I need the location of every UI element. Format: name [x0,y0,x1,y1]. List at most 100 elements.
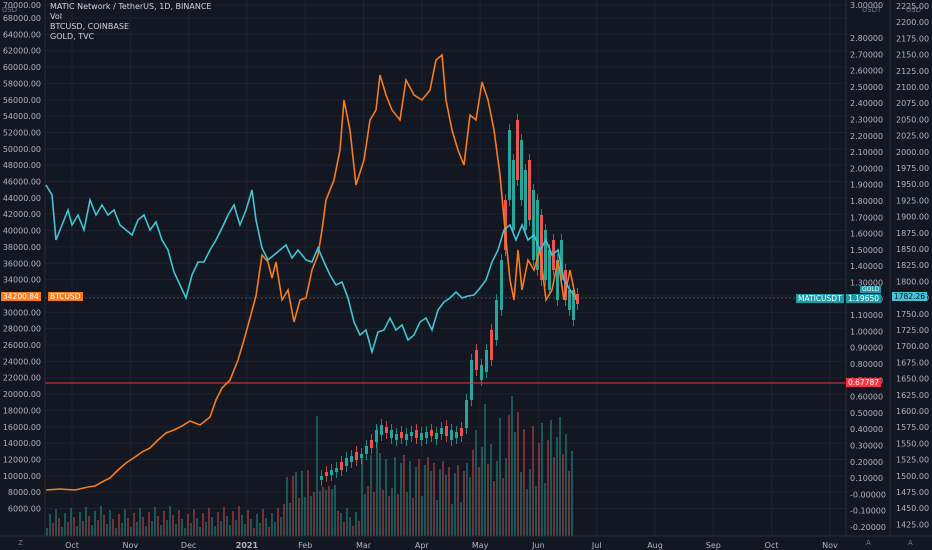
volume-bar [178,510,180,536]
candle-body [572,290,575,320]
candle-body [512,160,515,230]
volume-bar [379,453,381,536]
volume-bar [208,508,210,536]
time-tick-label: Mar [356,541,372,550]
candle-body [528,160,531,220]
left-tick-label: 64000.00 [3,30,41,39]
candle [420,427,423,446]
volume-bar [382,490,384,536]
mid-tick-label: -0.10000 [850,507,886,516]
mid-tick-label: 2.00000 [850,164,883,173]
volume-bar [253,528,255,536]
volume-bar [79,512,81,536]
time-tick-label: Aug [647,541,663,550]
volume-bar [391,488,393,536]
auto-scale-mid-icon[interactable]: A [866,539,871,547]
right-price-axis[interactable]: 2225.00 2200.00 2175.00 2150.00 2125.00 2100.… [896,2,929,529]
legend-vol[interactable]: Vol [50,12,62,21]
btc-name-tag: BTCUSD [48,292,83,301]
matic-name-tag: MATICUSDT [796,294,844,303]
right-tick-label: 1850.00 [896,245,929,254]
mid-tick-label: 1.60000 [850,230,883,239]
right-tick-label: 1450.00 [896,504,929,513]
candle-body [415,430,418,438]
candle [480,359,483,386]
volume-bar [289,503,291,536]
mid-tick-label: 2.20000 [850,132,883,141]
volume-bar [193,509,195,536]
volume-bar [505,458,507,536]
volume-bar [433,463,435,536]
volume-bar [151,521,153,536]
candle-body [524,170,527,230]
volume-bar [124,509,126,536]
volume-bar [454,473,456,536]
candle [576,288,579,310]
volume-bar [163,511,165,536]
legend-btc[interactable]: BTCUSD, COINBASE [50,22,129,31]
volume-bar [262,509,264,536]
volume-bar [442,461,444,536]
candle-body [320,476,323,480]
left-tick-label: 56000.00 [3,96,41,105]
left-tick-label: 16000.00 [3,423,41,432]
candle [385,421,388,439]
btc-line [45,53,577,491]
right-tick-label: 2050.00 [896,115,929,124]
candle-body [460,428,463,436]
volume-bar [556,437,558,536]
volume-bar [439,469,441,536]
volume-bar [220,521,222,536]
mid-tick-label: 0.40000 [850,425,883,434]
volume-bar [463,471,465,536]
candle [445,420,448,442]
mid-tick-label: 2.60000 [850,67,883,76]
candle [355,446,358,466]
volume-bar [457,465,459,536]
candle-body [495,300,498,340]
volume-bar [487,464,489,536]
volume-bar [370,455,372,536]
legend-gold[interactable]: GOLD, TVC [50,32,95,41]
volume-bar [202,513,204,536]
volume-bar [160,525,162,536]
volume-bar [181,519,183,536]
candle [512,154,515,236]
zoom-toggle-icon[interactable]: Z [18,539,23,547]
time-tick-label: Apr [415,541,430,550]
volume-bar [115,528,117,536]
volume-bar [328,486,330,536]
left-tick-label: 40000.00 [3,227,41,236]
volume-bar [229,525,231,536]
volume-bar [307,470,309,536]
volume-bar [361,457,363,536]
legend-symbol-title[interactable]: MATIC Network / TetherUS, 1D, BINANCE [50,2,212,11]
left-tick-label: 36000.00 [3,259,41,268]
volume-bar [397,494,399,536]
volume-bar [553,457,555,536]
candle [560,234,563,286]
mid-tick-label: 2.10000 [850,148,883,157]
candle-body [370,440,373,448]
volume-bar [352,526,354,536]
mid-price-axis[interactable]: 3.00000 2.80000 2.70000 2.60000 2.50000 2.400… [850,1,886,532]
candle-body [400,432,403,438]
time-tick-label: Feb [298,541,312,550]
left-tick-label: 24000.00 [3,357,41,366]
volume-bar [97,520,99,536]
candle [548,244,551,296]
candle [485,344,488,378]
left-price-axis[interactable]: 70000.00 68000.00 64000.00 62000.00 60000.00… [3,1,41,514]
volume-bar [136,522,138,536]
time-tick-label: 2021 [236,541,259,550]
volume-bar [157,516,159,536]
mid-tick-label: 3.00000 [850,1,883,10]
auto-scale-right-icon[interactable]: A [908,539,913,547]
volume-bar [436,500,438,536]
candle [465,394,468,434]
volume-bar [268,527,270,536]
time-axis[interactable]: Oct Nov Dec 2021 Feb Mar Apr May Jun Jul Aug Sep Oct… [65,541,838,550]
right-tick-label: 2100.00 [896,83,929,92]
candle [475,344,478,376]
